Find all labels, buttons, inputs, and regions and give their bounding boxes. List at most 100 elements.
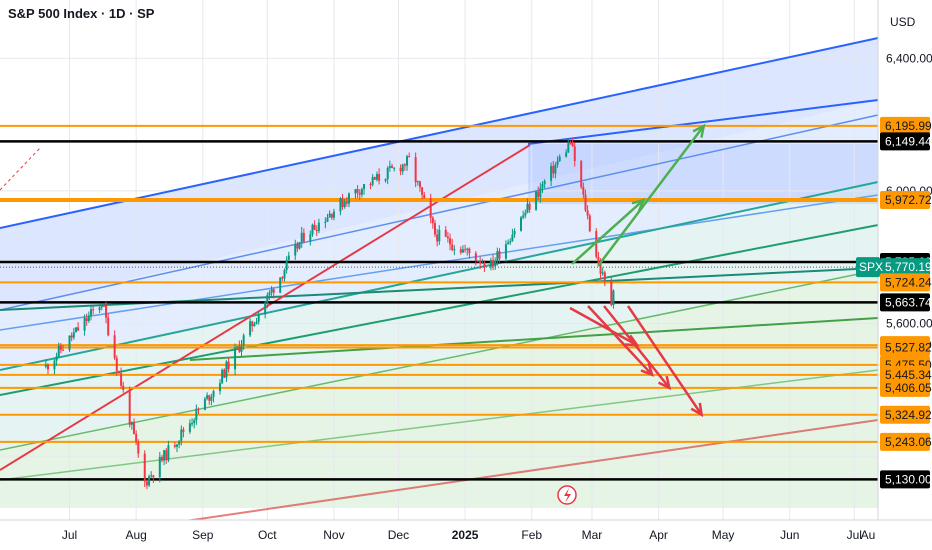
event-marker[interactable] — [557, 485, 577, 505]
candle-body — [535, 191, 538, 210]
candle-body — [436, 234, 439, 242]
candle-body — [165, 450, 168, 461]
candle-body — [446, 236, 449, 239]
channel-fills — [0, 38, 878, 508]
candle-body — [451, 244, 454, 250]
candle-body — [386, 167, 389, 180]
candle-body — [526, 203, 529, 213]
x-tick-label: Sep — [192, 528, 214, 542]
candle-body — [223, 369, 226, 378]
candle-body — [296, 244, 299, 249]
candle-body — [360, 189, 363, 195]
candle-body — [143, 453, 146, 482]
candle-body — [586, 210, 589, 216]
candle-body — [160, 456, 163, 461]
candle-body — [311, 224, 314, 235]
candle-body — [543, 180, 546, 185]
candle-body — [461, 249, 464, 253]
candle-body — [83, 318, 86, 331]
scenario-arrowhead — [640, 362, 655, 377]
candle-body — [98, 307, 101, 311]
candle-body — [444, 229, 447, 237]
candle-body — [401, 164, 404, 172]
price-tag-label: 5,324.92 — [885, 408, 932, 422]
candle-body — [92, 309, 95, 311]
candle-body — [208, 395, 211, 401]
candle-body — [414, 157, 417, 183]
scenario-arrow — [597, 125, 705, 267]
candle-body — [326, 217, 329, 222]
currency-label: USD — [890, 15, 916, 29]
candle-body — [120, 373, 123, 386]
candle-body — [610, 280, 613, 305]
candle-body — [234, 347, 237, 370]
candle-body — [212, 391, 215, 397]
candle-body — [221, 369, 224, 384]
candle-body — [148, 476, 151, 486]
candle-body — [279, 277, 282, 293]
candle-body — [431, 217, 434, 224]
blue-trendline-lower — [0, 114, 879, 311]
candle-body — [173, 445, 176, 447]
price-tag — [880, 405, 930, 424]
scenario-arrowhead — [690, 402, 704, 418]
candle-body — [341, 198, 344, 208]
x-tick-label: Feb — [521, 528, 542, 542]
candle-body — [363, 183, 366, 190]
time-axis-panel[interactable] — [0, 520, 932, 550]
x-tick-label: Au — [861, 528, 876, 542]
x-tick-label: Oct — [258, 528, 277, 542]
candle-body — [47, 364, 49, 370]
candle-body — [511, 234, 514, 242]
candle-body — [257, 314, 260, 322]
candle-body — [158, 456, 161, 478]
scenario-arrowhead — [692, 123, 706, 138]
scenario-arrow — [603, 305, 671, 389]
x-tick-label: 2025 — [452, 528, 479, 542]
candle-body — [466, 248, 469, 250]
candle-body — [283, 270, 286, 279]
candle-body — [163, 450, 166, 461]
candle-body — [268, 292, 271, 296]
candle-body — [580, 160, 583, 187]
candle-body — [272, 289, 275, 293]
candle-body — [249, 321, 252, 336]
candle-body — [573, 146, 576, 161]
candle-body — [373, 177, 376, 180]
candle-body — [339, 198, 342, 212]
y-tick-label: 5,600.00 — [886, 317, 932, 331]
price-labels: 6,195.996,149.445,972.725,785.695,770.19… — [856, 116, 932, 489]
candle-body — [537, 191, 540, 198]
scenario-arrow — [569, 306, 638, 347]
candle-body — [90, 309, 92, 316]
candle-body — [313, 224, 316, 230]
price-tag-label: 5,770.19 — [885, 260, 932, 274]
scenario-arrow — [587, 305, 654, 376]
price-tag-label: 6,149.44 — [885, 134, 932, 148]
candle-body — [315, 229, 318, 232]
candle-body — [266, 295, 269, 303]
scenario-arrowhead — [657, 375, 672, 391]
candle-body — [552, 165, 555, 174]
candle-body — [481, 262, 484, 264]
candle-body — [294, 244, 297, 256]
candle-body — [489, 260, 492, 268]
candle-body — [130, 421, 133, 425]
candle-body — [193, 420, 196, 424]
x-tick-label: Apr — [649, 528, 668, 542]
candle-body — [107, 317, 110, 336]
scenario-arrow — [626, 305, 703, 416]
candle-body — [348, 193, 350, 204]
price-tag-label: 5,445.34 — [885, 368, 932, 382]
price-tag — [880, 378, 930, 397]
candle-body — [195, 408, 198, 421]
candle-body — [285, 259, 288, 271]
candle-body — [309, 234, 312, 242]
candle-body — [180, 429, 183, 441]
scenario-arrows — [569, 123, 706, 418]
candle-body — [391, 166, 393, 168]
x-tick-label: Dec — [388, 528, 409, 542]
candle-body — [558, 156, 561, 162]
candle-body — [225, 361, 228, 378]
